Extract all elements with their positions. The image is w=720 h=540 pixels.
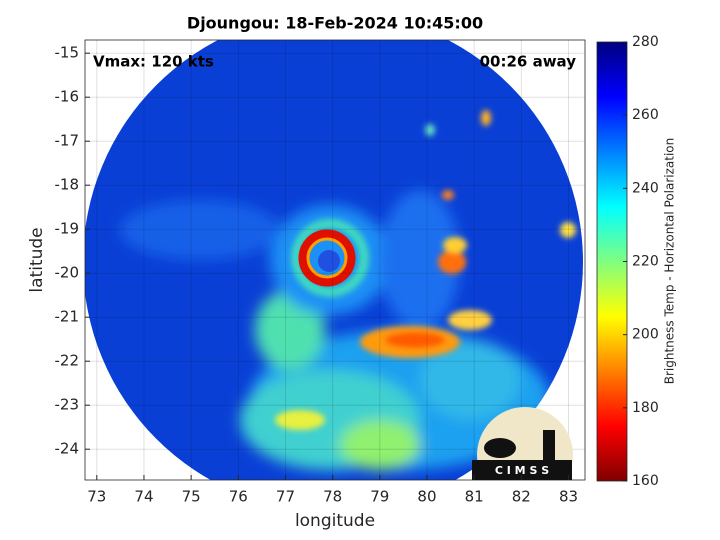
y-tick-label: -23 [55,396,80,414]
x-axis-label: longitude [295,511,375,531]
x-tick-label: 74 [134,488,153,506]
annotation: 00:26 away [480,53,577,71]
y-axis-label: latitude [27,227,47,292]
colorbar-tick-label: 260 [632,107,659,123]
y-tick-label: -18 [55,176,80,194]
x-tick-label: 82 [512,488,531,506]
colorbar-tick-label: 280 [632,34,659,50]
swath-image [85,40,583,480]
x-tick-label: 80 [417,488,436,506]
chart-title: Djoungou: 18-Feb-2024 10:45:00 [187,14,483,33]
y-tick-label: -20 [55,264,80,282]
colorbar-tick-label: 160 [632,473,659,489]
x-tick-label: 78 [323,488,342,506]
x-tick-label: 83 [559,488,578,506]
y-tick-label: -19 [55,220,80,238]
x-tick-label: 79 [370,488,389,506]
colorbar-tick-label: 200 [632,327,659,343]
x-tick-label: 75 [182,488,201,506]
y-tick-label: -17 [55,132,80,150]
colorbar-tick-label: 220 [632,254,659,270]
colorbar-tick-label: 240 [632,180,659,196]
x-tick-label: 77 [276,488,295,506]
plot-frame [84,39,586,481]
colorbar [596,41,628,482]
x-tick-label: 76 [229,488,248,506]
logo-text: C I M S S [495,464,549,477]
logo: C I M S S [472,407,573,480]
x-tick-label: 73 [87,488,106,506]
colorbar-tick-label: 180 [632,400,659,416]
colorbar-label: Brightness Temp - Horizontal Polarizatio… [663,138,677,385]
y-tick-label: -22 [55,352,80,370]
y-tick-label: -21 [55,308,80,326]
y-tick-label: -24 [55,440,80,458]
annotation: Vmax: 120 kts [93,53,214,71]
y-tick-label: -16 [55,88,80,106]
x-tick-label: 81 [465,488,484,506]
y-tick-label: -15 [55,44,80,62]
